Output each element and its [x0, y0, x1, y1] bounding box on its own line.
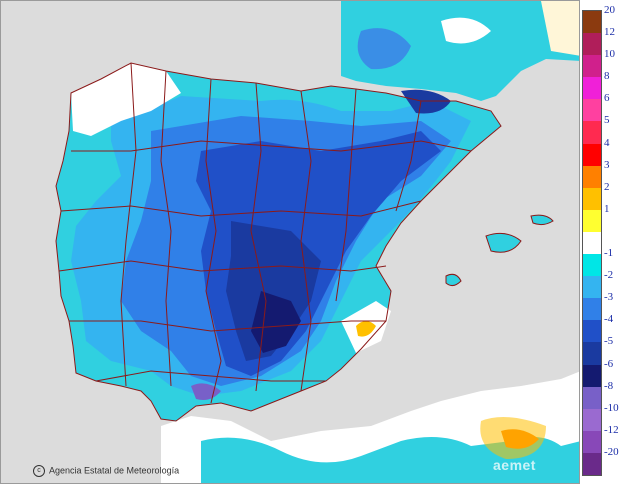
- anomaly-zone-5: [226, 221, 321, 361]
- legend-swatch: [583, 430, 601, 454]
- legend-swatch: [583, 77, 601, 100]
- legend-swatch: [583, 276, 601, 299]
- legend-swatch: [583, 33, 601, 56]
- copyright-icon: c: [33, 465, 45, 477]
- africa-warm-halo: [480, 417, 546, 459]
- legend-swatch: [583, 165, 601, 189]
- ibiza: [446, 274, 461, 286]
- legend-label: -10: [604, 401, 619, 414]
- legend-label: -4: [604, 313, 614, 326]
- legend-label: 2: [604, 180, 610, 193]
- attribution-text: Agencia Estatal de Meteorología: [49, 465, 180, 476]
- legend-swatch: [583, 187, 601, 211]
- legend-swatch: [583, 209, 601, 233]
- mallorca: [486, 233, 521, 253]
- france-warm-patch: [541, 1, 579, 56]
- legend-label: 12: [604, 26, 615, 39]
- legend-label: 20: [604, 4, 615, 16]
- legend-label: -12: [604, 423, 619, 436]
- anomaly-zone-6: [251, 291, 301, 353]
- france-neutral-patch: [441, 17, 491, 44]
- se-warm-patch: [356, 321, 376, 337]
- legend-label: 8: [604, 70, 610, 83]
- pyrenees-cold-core: [401, 89, 451, 114]
- map-canvas: [1, 1, 579, 483]
- legend-swatch: [583, 452, 601, 476]
- legend-swatch: [583, 121, 601, 145]
- africa-cold-band: [201, 437, 579, 483]
- france-landmass: [341, 1, 579, 101]
- legend-swatch: [583, 320, 601, 343]
- legend-label: -8: [604, 379, 614, 392]
- watermark-text: aemet: [493, 457, 536, 473]
- legend-label: -1: [604, 247, 614, 260]
- legend-label: -6: [604, 357, 614, 370]
- legend-label: -2: [604, 269, 614, 282]
- legend-swatch: [583, 55, 601, 78]
- anomaly-map: c Agencia Estatal de Meteorología aemet: [0, 0, 580, 484]
- legend-label: 10: [604, 48, 615, 61]
- legend-swatch: [583, 143, 601, 167]
- legend-swatch: [583, 298, 601, 321]
- legend-label: -3: [604, 291, 614, 304]
- legend-label: 6: [604, 92, 610, 105]
- legend-label: -5: [604, 335, 614, 348]
- legend-swatch: [583, 408, 601, 432]
- legend-swatch: [583, 254, 601, 277]
- attribution-credit: c Agencia Estatal de Meteorología: [33, 465, 179, 477]
- color-legend: [582, 10, 602, 476]
- legend-swatch: [583, 386, 601, 410]
- legend-swatch: [583, 99, 601, 122]
- legend-label: 1: [604, 202, 610, 215]
- legend-swatch: [583, 364, 601, 388]
- nw-neutral-area: [71, 63, 181, 136]
- france-cold-patch: [357, 28, 411, 70]
- legend-swatch: [583, 231, 601, 255]
- legend-swatch: [583, 342, 601, 366]
- legend-label: 4: [604, 136, 610, 149]
- legend-swatch: [583, 11, 601, 34]
- legend-label: 5: [604, 114, 610, 127]
- province-borders: [55, 62, 554, 422]
- legend-label: -20: [604, 445, 619, 458]
- menorca: [531, 215, 553, 225]
- legend-label: 3: [604, 158, 610, 171]
- southern-cold-core: [191, 383, 221, 400]
